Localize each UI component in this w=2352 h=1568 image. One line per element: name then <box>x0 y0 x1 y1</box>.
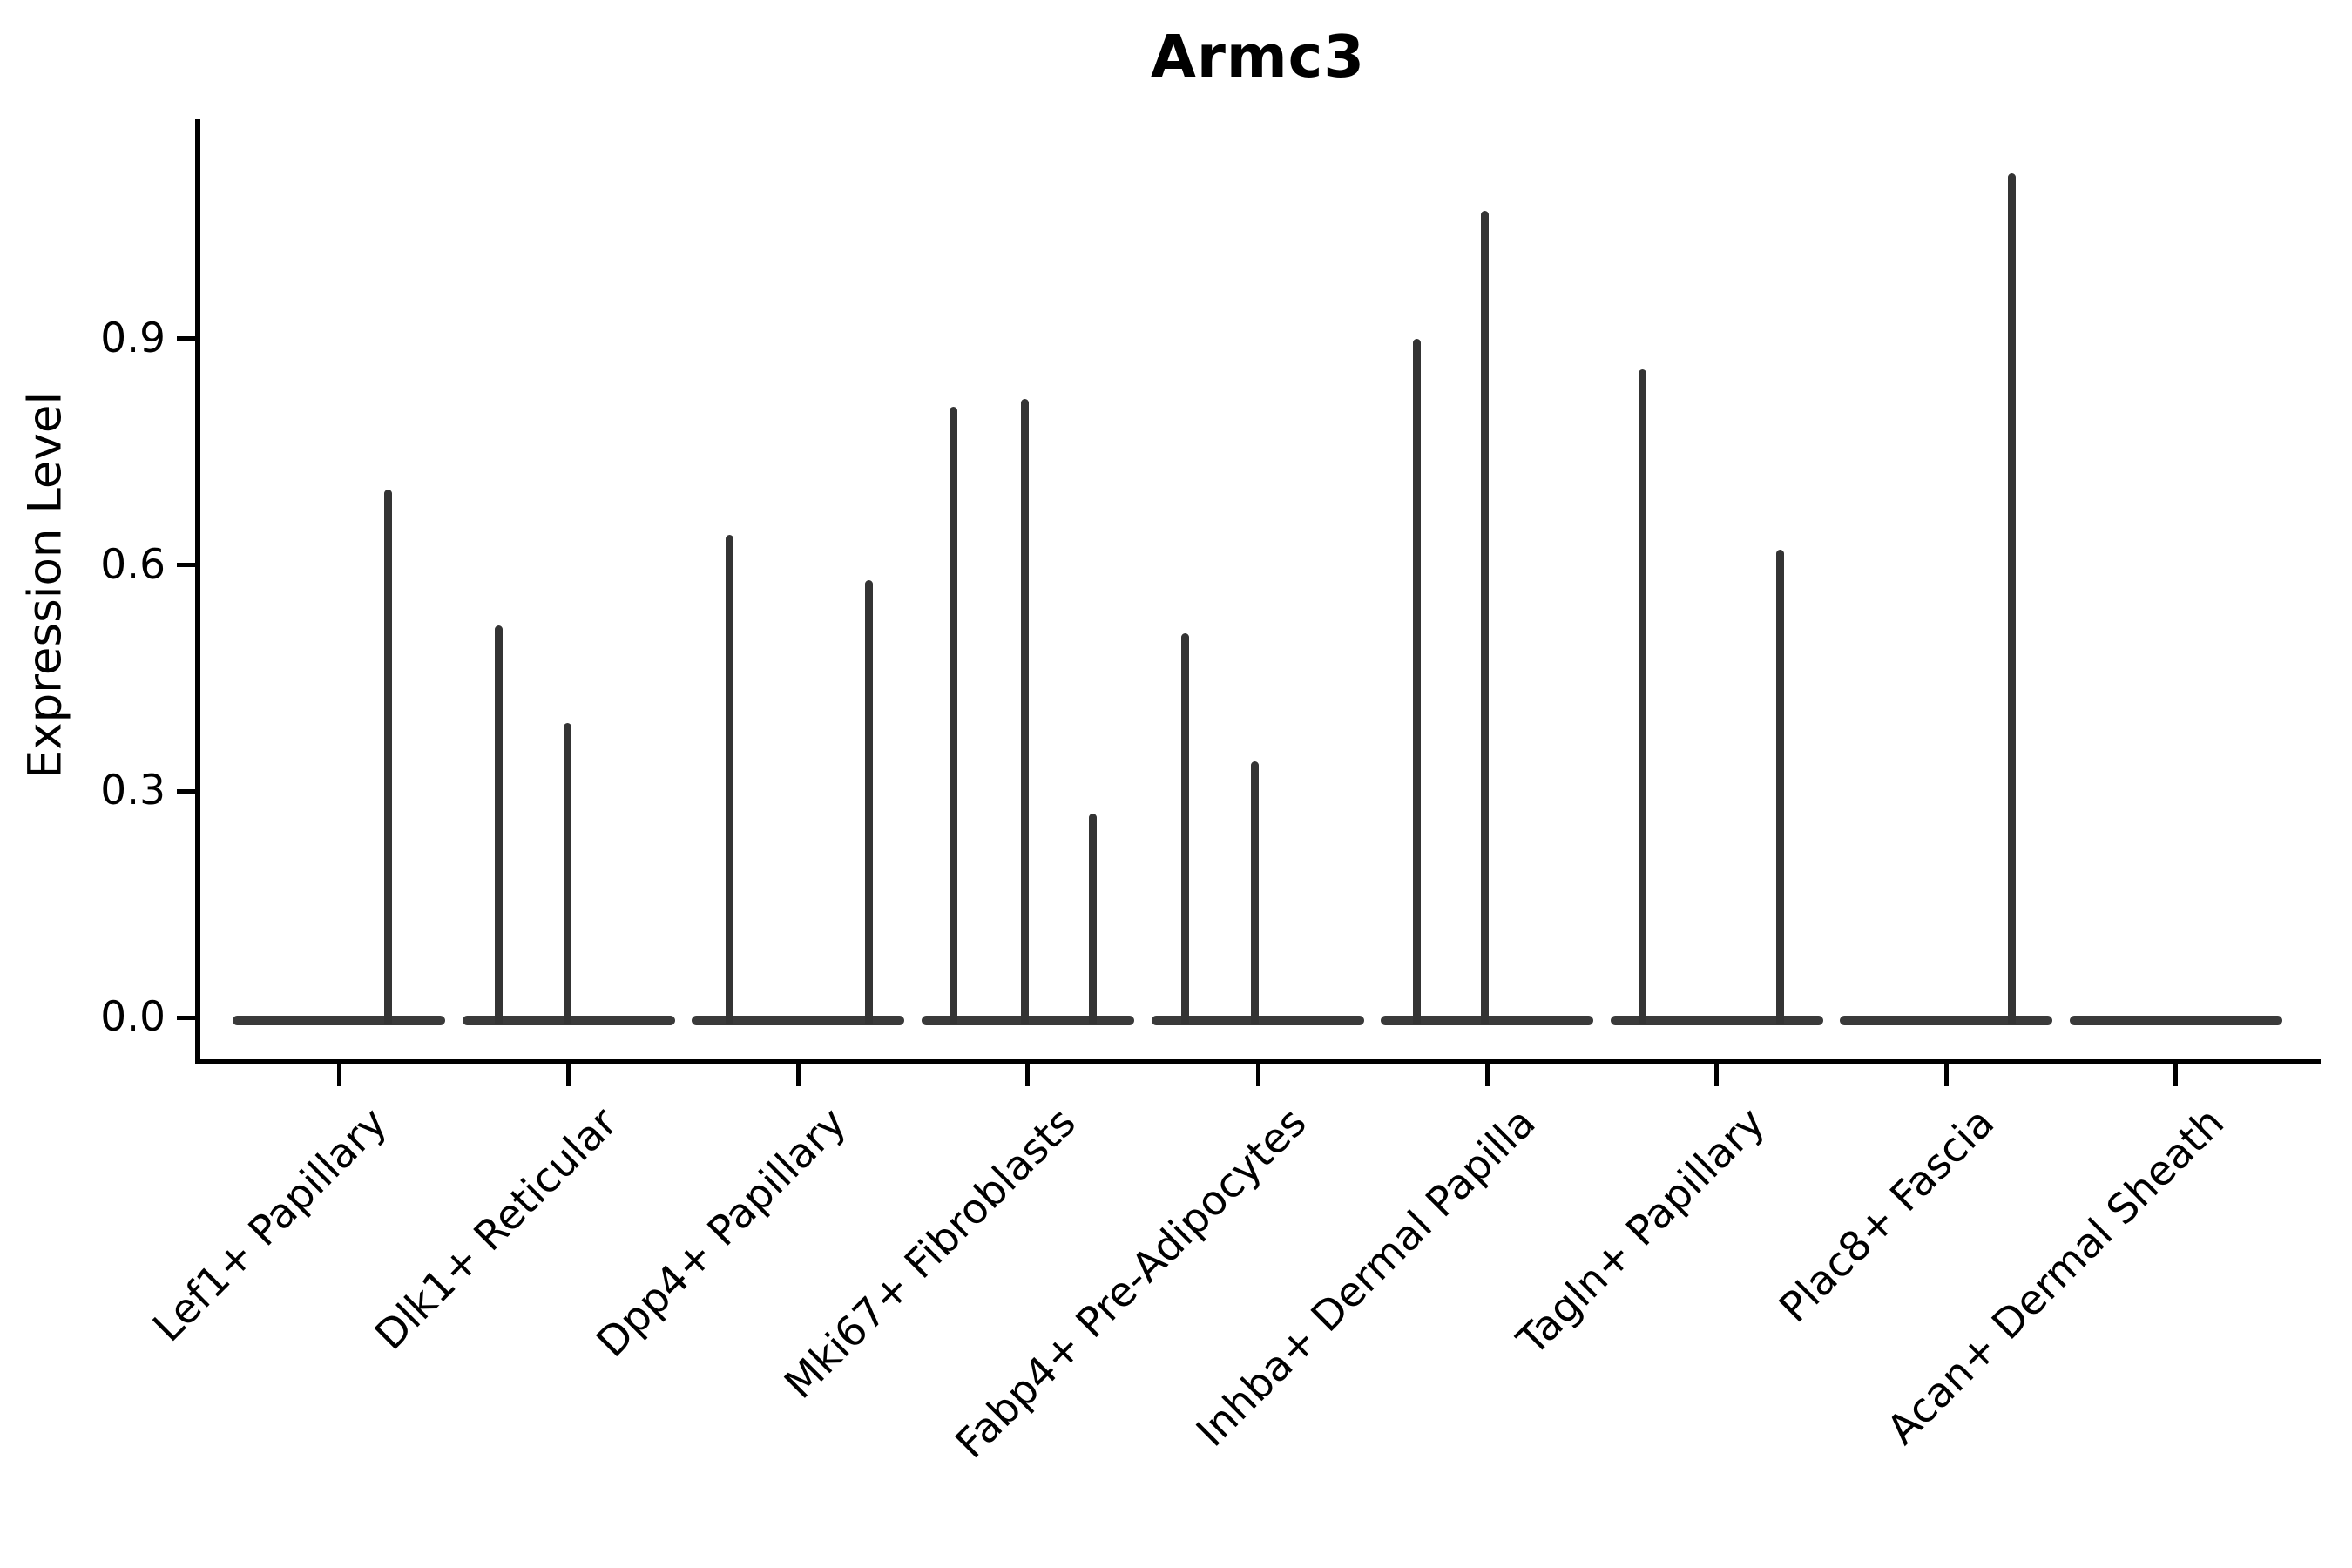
violin-spike <box>950 406 958 1024</box>
x-tick-mark <box>1255 1064 1260 1086</box>
violin-zero-bar <box>1610 1016 1823 1025</box>
x-tick-mark <box>795 1064 801 1086</box>
x-tick-mark <box>1025 1064 1031 1086</box>
x-tick-label: Plac8+ Fascia <box>1770 1098 2004 1333</box>
y-tick-label: 0.9 <box>100 314 166 362</box>
violin-zero-bar <box>2069 1016 2282 1025</box>
left-spine <box>195 119 200 1064</box>
x-tick-mark <box>2173 1064 2179 1086</box>
violin-spike <box>1020 399 1029 1024</box>
violin-spike <box>383 490 392 1024</box>
x-tick-mark <box>566 1064 571 1086</box>
y-tick-mark <box>177 1015 198 1020</box>
violin-spike <box>1088 814 1097 1024</box>
violin-spike <box>726 535 734 1024</box>
y-tick-label: 0.3 <box>100 767 166 815</box>
x-tick-label: Dpp4+ Papillary <box>587 1098 856 1367</box>
y-axis-label: Expression Level <box>18 391 72 780</box>
violin-spike <box>1180 632 1189 1024</box>
violin-spike <box>1638 368 1646 1024</box>
x-tick-mark <box>1943 1064 1949 1086</box>
y-tick-mark <box>177 788 198 794</box>
violin-spike <box>1481 210 1490 1024</box>
x-tick-label: Dlk1+ Reticular <box>365 1098 627 1360</box>
y-tick-label: 0.0 <box>100 993 166 1041</box>
x-tick-mark <box>1714 1064 1720 1086</box>
violin-spike <box>1412 338 1421 1024</box>
violin-spike <box>1775 550 1784 1024</box>
violin-zero-bar <box>233 1016 446 1025</box>
x-tick-label: Lef1+ Papillary <box>144 1098 397 1352</box>
y-tick-mark <box>177 336 198 341</box>
x-tick-mark <box>1484 1064 1490 1086</box>
violin-zero-bar <box>1840 1016 2053 1025</box>
violin-spike <box>2007 172 2016 1024</box>
chart-title: Armc3 <box>1150 23 1366 91</box>
y-tick-label: 0.6 <box>100 540 166 589</box>
bottom-spine <box>195 1059 2321 1064</box>
y-tick-mark <box>177 563 198 568</box>
violin-zero-bar <box>692 1016 905 1025</box>
violin-spike <box>1250 760 1259 1024</box>
x-tick-mark <box>336 1064 341 1086</box>
violin-spike <box>864 579 873 1024</box>
violin-spike <box>494 625 503 1024</box>
violin-spike <box>563 723 571 1024</box>
x-tick-label: Tagln+ Papillary <box>1508 1098 1775 1365</box>
